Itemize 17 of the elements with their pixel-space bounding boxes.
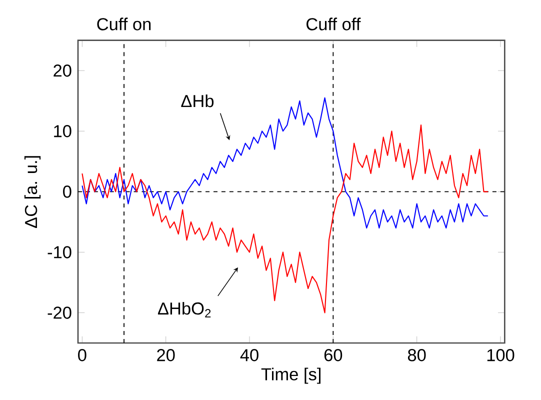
y-tick-label: 0: [63, 186, 72, 198]
y-tick-label: -10: [48, 246, 72, 258]
ref-line-label: Cuff off: [306, 18, 361, 30]
x-tick-label: 60: [324, 349, 342, 362]
x-axis-title: Time [s]: [261, 368, 320, 384]
x-tick-label: 40: [240, 349, 258, 362]
y-axis-title: ΔC [a. u.]: [24, 156, 41, 228]
x-tick-label: 100: [487, 349, 514, 362]
x-tick-label: 20: [157, 349, 175, 362]
y-tick-label: 10: [54, 125, 72, 138]
y-tick-label: 20: [54, 64, 72, 77]
x-tick-label: 0: [78, 349, 86, 362]
ref-line-label: Cuff on: [97, 18, 151, 30]
annotation: ΔHb: [181, 94, 214, 108]
x-tick-label: 80: [408, 349, 426, 362]
annotation: ΔHbO$_{2}$: [158, 302, 211, 318]
y-tick-label: -20: [48, 306, 72, 319]
